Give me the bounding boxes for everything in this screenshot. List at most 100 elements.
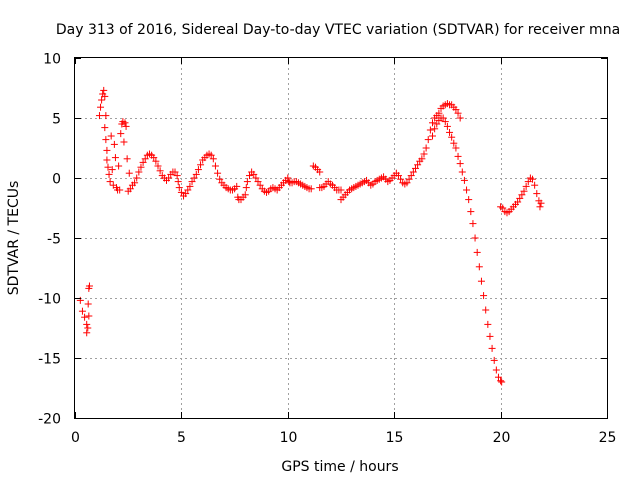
data-point bbox=[497, 377, 505, 385]
data-point bbox=[98, 96, 106, 104]
data-point bbox=[256, 181, 264, 189]
data-point bbox=[460, 176, 468, 184]
data-point bbox=[106, 178, 114, 186]
data-point bbox=[186, 182, 194, 190]
data-point bbox=[429, 132, 437, 140]
data-point bbox=[433, 120, 441, 128]
x-tick-label: 5 bbox=[177, 430, 186, 446]
y-tick-label: 0 bbox=[52, 172, 61, 188]
data-point bbox=[471, 234, 479, 242]
data-point bbox=[463, 186, 471, 194]
data-point bbox=[110, 140, 118, 148]
data-point bbox=[209, 155, 217, 163]
data-point bbox=[135, 168, 143, 176]
data-point bbox=[492, 366, 500, 374]
data-point bbox=[536, 203, 544, 211]
data-point bbox=[194, 166, 202, 174]
data-point bbox=[454, 152, 462, 160]
data-point bbox=[431, 125, 439, 133]
data-point bbox=[115, 162, 123, 170]
data-point bbox=[175, 184, 183, 192]
y-tick-label: -15 bbox=[38, 352, 61, 368]
data-point bbox=[424, 136, 432, 144]
data-point bbox=[407, 172, 415, 180]
data-point bbox=[439, 114, 447, 122]
data-point bbox=[102, 112, 110, 120]
y-axis-label: SDTVAR / TECUs bbox=[6, 181, 22, 296]
data-point bbox=[85, 312, 93, 320]
data-point bbox=[233, 182, 241, 190]
data-point bbox=[141, 155, 149, 163]
data-point bbox=[250, 170, 258, 178]
data-point bbox=[498, 378, 506, 386]
data-point bbox=[454, 109, 462, 117]
data-point bbox=[486, 332, 494, 340]
data-point bbox=[394, 172, 402, 180]
y-tick-label: 5 bbox=[52, 112, 61, 128]
data-point bbox=[103, 156, 111, 164]
data-point bbox=[177, 188, 185, 196]
data-point bbox=[76, 296, 84, 304]
data-point bbox=[192, 170, 200, 178]
plot-frame bbox=[74, 57, 608, 419]
y-tick-label: 10 bbox=[43, 52, 61, 68]
data-point bbox=[524, 178, 532, 186]
data-point bbox=[529, 175, 537, 183]
data-point bbox=[243, 178, 251, 186]
data-point bbox=[111, 154, 119, 162]
data-point bbox=[84, 300, 92, 308]
data-point bbox=[467, 208, 475, 216]
data-points bbox=[76, 86, 545, 386]
data-point bbox=[139, 158, 147, 166]
x-tick-label: 25 bbox=[599, 430, 617, 446]
data-point bbox=[211, 162, 219, 170]
data-point bbox=[156, 167, 164, 175]
data-point bbox=[83, 329, 91, 337]
data-point bbox=[121, 119, 129, 127]
data-point bbox=[207, 151, 215, 159]
data-point bbox=[533, 190, 541, 198]
data-point bbox=[475, 263, 483, 271]
data-point bbox=[446, 128, 454, 136]
data-point bbox=[171, 168, 179, 176]
data-point bbox=[435, 109, 443, 117]
data-point bbox=[316, 168, 324, 176]
data-point bbox=[182, 190, 190, 198]
data-point bbox=[405, 175, 413, 183]
data-point bbox=[216, 175, 224, 183]
y-tick-label: -5 bbox=[47, 232, 61, 248]
x-tick-label: 0 bbox=[71, 430, 80, 446]
data-point bbox=[482, 306, 490, 314]
data-point bbox=[488, 344, 496, 352]
data-point bbox=[516, 194, 524, 202]
data-point bbox=[152, 157, 160, 165]
data-point bbox=[307, 185, 315, 193]
data-point bbox=[173, 172, 181, 180]
grid bbox=[75, 58, 607, 418]
data-point bbox=[101, 124, 109, 132]
data-point bbox=[104, 163, 112, 171]
x-tick-label: 20 bbox=[493, 430, 511, 446]
data-point bbox=[78, 307, 86, 315]
data-point bbox=[409, 168, 417, 176]
data-point bbox=[101, 92, 109, 100]
data-point bbox=[514, 198, 522, 206]
data-point bbox=[150, 154, 158, 162]
data-point bbox=[465, 196, 473, 204]
data-point bbox=[81, 313, 89, 321]
data-point bbox=[452, 144, 460, 152]
y-tick-label: -10 bbox=[38, 292, 61, 308]
data-point bbox=[473, 248, 481, 256]
data-point bbox=[484, 320, 492, 328]
data-point bbox=[95, 112, 103, 120]
data-point bbox=[480, 292, 488, 300]
data-point bbox=[452, 106, 460, 114]
x-axis-label: GPS time / hours bbox=[281, 459, 398, 475]
data-point bbox=[174, 178, 182, 186]
data-point bbox=[403, 179, 411, 187]
data-point bbox=[284, 174, 292, 182]
data-point bbox=[117, 130, 125, 138]
data-point bbox=[190, 174, 198, 182]
data-point bbox=[420, 150, 428, 158]
